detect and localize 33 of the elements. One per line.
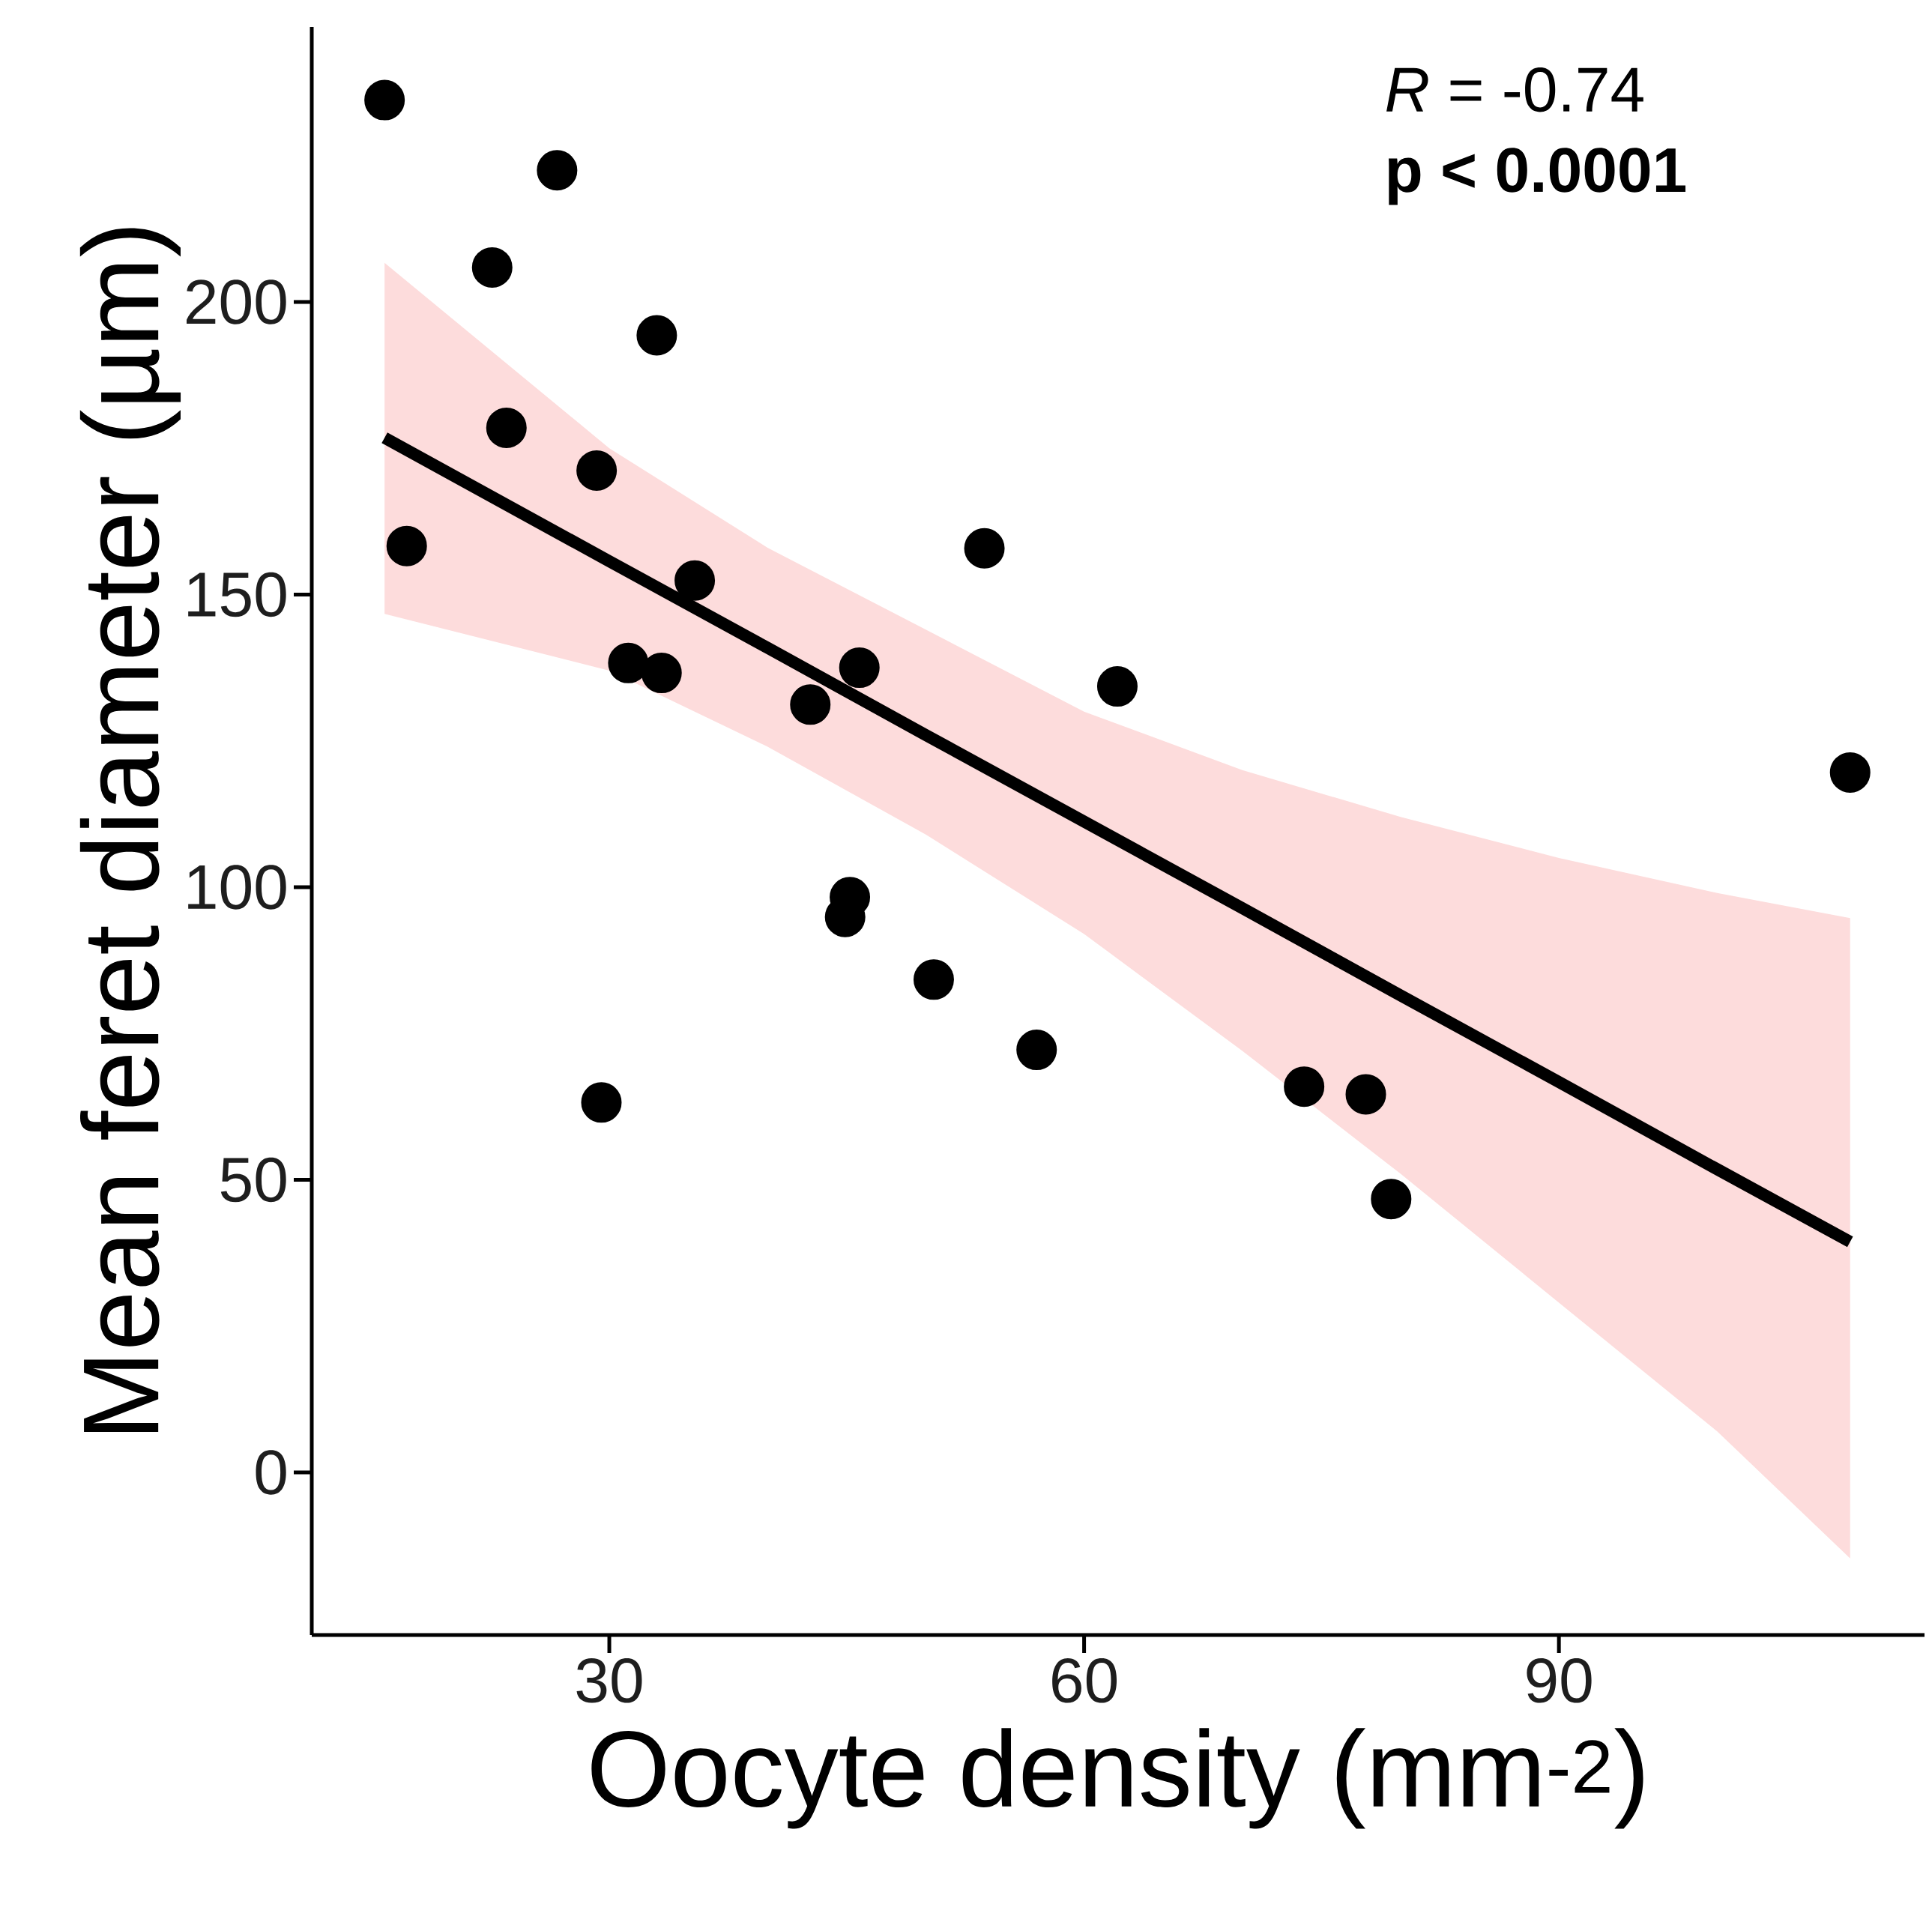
- y-tick-label: 0: [256, 1450, 286, 1495]
- point: [964, 528, 1005, 569]
- point: [471, 247, 513, 288]
- point: [364, 79, 405, 121]
- point: [1345, 1074, 1386, 1115]
- y-axis-title: Mean feret diameter (µm): [79, 228, 181, 1432]
- point: [1829, 752, 1871, 793]
- point: [608, 642, 649, 683]
- x-axis-title: Oocyte density (mm$^{-2}$): [591, 1728, 1643, 1829]
- x-tick-label: 90: [1527, 1658, 1592, 1703]
- point: [537, 150, 578, 191]
- y-tick-label: 150: [188, 572, 286, 617]
- y-tick-label: 50: [220, 1157, 286, 1203]
- point: [1284, 1066, 1325, 1107]
- y-tick-label: 200: [187, 279, 286, 324]
- point: [674, 560, 716, 601]
- point: [1096, 666, 1138, 707]
- point: [636, 315, 677, 356]
- point: [576, 450, 618, 491]
- x-tick-label: 60: [1052, 1658, 1117, 1703]
- point: [386, 525, 427, 566]
- point: [581, 1082, 622, 1123]
- point: [790, 684, 831, 725]
- point: [1016, 1030, 1057, 1071]
- point: [641, 653, 682, 694]
- point: [486, 407, 527, 448]
- annotation: p < 0.0001: [1389, 148, 1686, 205]
- point: [839, 647, 880, 689]
- point: [913, 959, 954, 1000]
- x-tick-label: 30: [576, 1658, 642, 1703]
- annotation: R = -0.74: [1386, 67, 1643, 112]
- point: [1371, 1179, 1412, 1220]
- y-tick-label: 100: [188, 865, 286, 910]
